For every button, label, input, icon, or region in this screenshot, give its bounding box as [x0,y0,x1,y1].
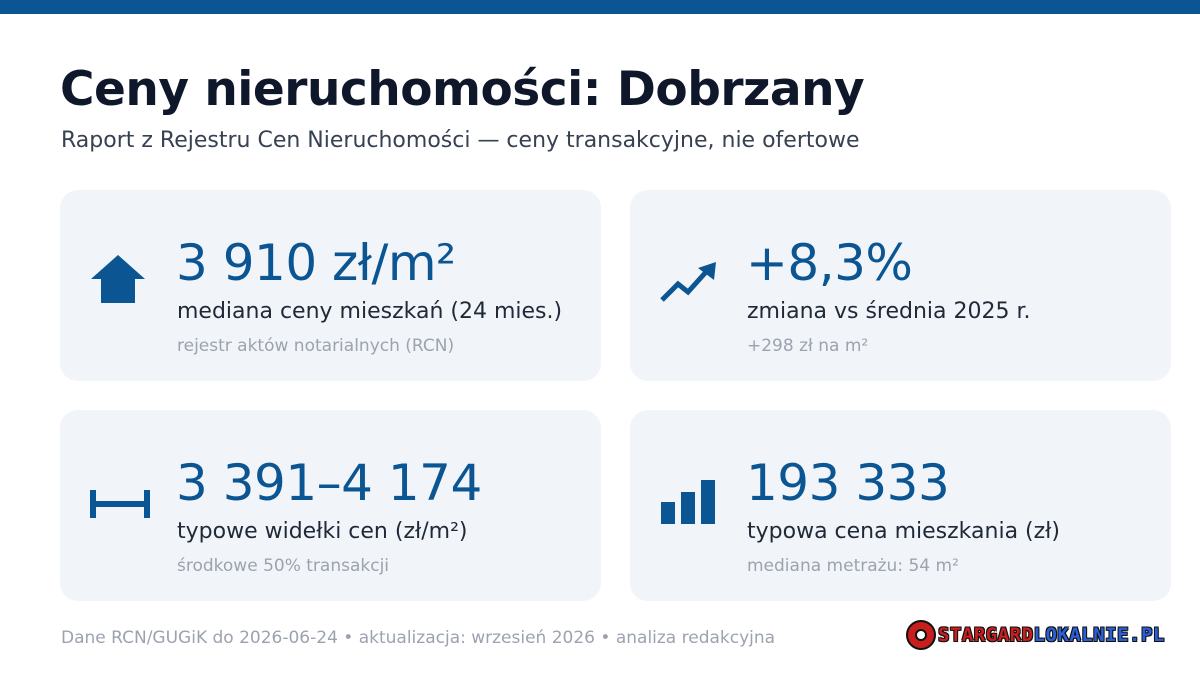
logo-wordmark: STARGARD LOKALNIE.PL [938,624,1165,646]
stat-card-change: +8,3% zmiana vs średnia 2025 r. +298 zł … [630,190,1171,381]
stat-label: typowa cena mieszkania (zł) [747,519,1061,544]
range-icon [90,488,150,520]
stat-note: rejestr aktów notarialnych (RCN) [177,336,455,356]
logo-part-stargard: STARGARD [938,624,1034,646]
stat-value: +8,3% [746,234,913,292]
stat-value: 3 910 zł/m² [176,234,456,292]
house-icon [90,253,146,305]
stat-value: 193 333 [746,454,950,512]
stat-note: mediana metrażu: 54 m² [747,556,959,576]
site-logo[interactable]: STARGARD LOKALNIE.PL [906,619,1165,651]
trend-up-icon [658,260,720,306]
stat-card-price-range: 3 391–4 174 typowe widełki cen (zł/m²) ś… [60,410,601,601]
logo-badge-icon [906,620,936,650]
stat-label: mediana ceny mieszkań (24 mies.) [177,299,563,324]
top-accent-bar [0,0,1200,14]
stat-label: typowe widełki cen (zł/m²) [177,519,468,544]
stat-note: środkowe 50% transakcji [177,556,390,576]
stat-card-median-price: 3 910 zł/m² mediana ceny mieszkań (24 mi… [60,190,601,381]
stat-label: zmiana vs średnia 2025 r. [747,299,1031,324]
page-title: Ceny nieruchomości: Dobrzany [60,62,865,117]
page-subtitle: Raport z Rejestru Cen Nieruchomości — ce… [61,128,860,153]
stat-note: +298 zł na m² [747,336,869,356]
logo-part-lokalnie: LOKALNIE.PL [1033,624,1165,646]
footer-source-text: Dane RCN/GUGiK do 2026-06-24 • aktualiza… [61,628,776,648]
stat-value: 3 391–4 174 [176,454,482,512]
bar-chart-icon [661,480,715,524]
stat-card-typical-price: 193 333 typowa cena mieszkania (zł) medi… [630,410,1171,601]
